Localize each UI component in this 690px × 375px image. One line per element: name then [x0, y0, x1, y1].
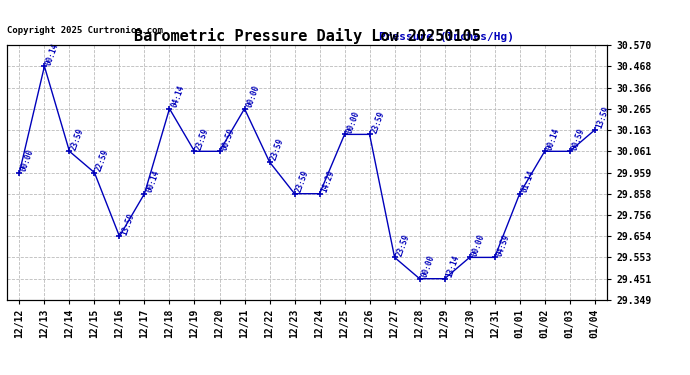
Text: 00:14: 00:14: [144, 169, 161, 194]
Text: 23:59: 23:59: [195, 126, 211, 151]
Text: 23:59: 23:59: [70, 126, 86, 151]
Text: 23:59: 23:59: [295, 169, 311, 194]
Text: 00:14: 00:14: [544, 126, 561, 151]
Text: 23:59: 23:59: [370, 110, 386, 134]
Text: Copyright 2025 Curtronics.com: Copyright 2025 Curtronics.com: [7, 26, 163, 35]
Text: 00:00: 00:00: [420, 254, 436, 279]
Text: 00:00: 00:00: [244, 84, 261, 109]
Text: 00:59: 00:59: [570, 126, 586, 151]
Text: 00:14: 00:14: [44, 42, 61, 66]
Text: 04:59: 04:59: [495, 232, 511, 257]
Text: 23:59: 23:59: [395, 232, 411, 257]
Text: 04:14: 04:14: [170, 84, 186, 109]
Text: 00:00: 00:00: [344, 110, 361, 134]
Text: 00:59: 00:59: [219, 126, 236, 151]
Text: 00:00: 00:00: [470, 232, 486, 257]
Text: 14:29: 14:29: [319, 169, 336, 194]
Text: 13:59: 13:59: [119, 211, 136, 236]
Text: 13:14: 13:14: [444, 254, 461, 279]
Text: 22:59: 22:59: [95, 148, 111, 172]
Text: Pressure (Inches/Hg): Pressure (Inches/Hg): [379, 33, 514, 42]
Title: Barometric Pressure Daily Low 20250105: Barometric Pressure Daily Low 20250105: [134, 28, 480, 44]
Text: 00:00: 00:00: [19, 148, 36, 172]
Text: 01:14: 01:14: [520, 169, 536, 194]
Text: 13:59: 13:59: [595, 105, 611, 130]
Text: 23:59: 23:59: [270, 137, 286, 162]
